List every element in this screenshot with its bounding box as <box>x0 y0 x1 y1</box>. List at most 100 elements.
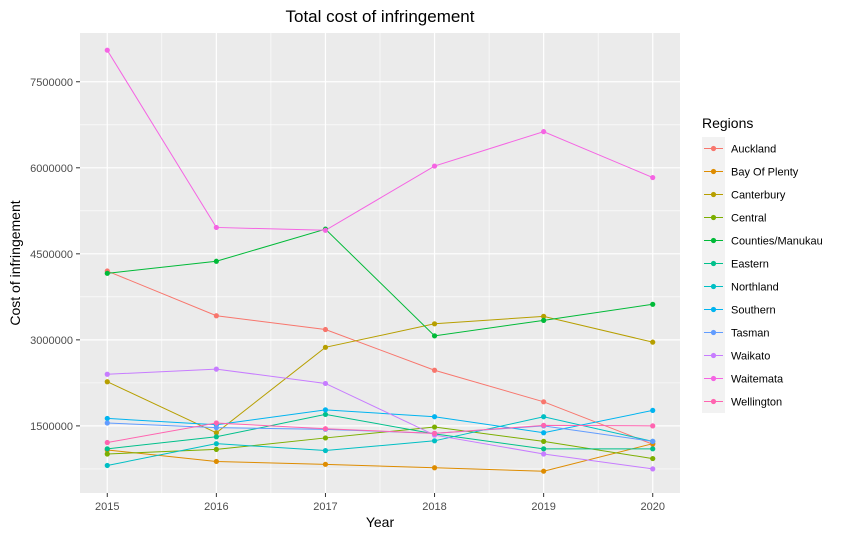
legend-key-point <box>710 260 717 267</box>
legend-key-point <box>710 191 717 198</box>
legend-label: Southern <box>731 305 776 317</box>
legend-item-auckland: Auckland <box>702 137 776 160</box>
data-point-waikato <box>650 466 656 472</box>
x-tick-label: 2016 <box>204 501 228 513</box>
legend-label: Bay Of Plenty <box>731 167 799 179</box>
legend-item-waitemata: Waitemata <box>702 367 784 390</box>
y-tick-label: 4500000 <box>30 249 73 261</box>
x-tick-label: 2017 <box>313 501 337 513</box>
data-point-northland <box>104 462 110 469</box>
series-line-northland <box>107 416 653 466</box>
series-line-bay-of-plenty <box>107 443 653 472</box>
series-line-central <box>107 426 653 460</box>
series-line-counties-manukau <box>107 228 653 337</box>
data-point-wellington <box>322 426 329 432</box>
data-point-wellington <box>541 422 547 428</box>
data-point-canterbury <box>322 344 329 350</box>
legend-item-counties-manukau: Counties/Manukau <box>702 229 823 252</box>
data-point-northland <box>213 441 219 447</box>
legend-item-canterbury: Canterbury <box>702 183 786 206</box>
data-point-waitemata <box>650 174 656 181</box>
legend-key-point <box>710 306 717 313</box>
series-line-southern <box>107 409 653 434</box>
data-point-waitemata <box>541 129 547 135</box>
data-point-southern <box>541 430 547 436</box>
legend-label: Auckland <box>731 144 776 156</box>
data-point-central <box>213 446 219 453</box>
data-point-central <box>650 455 656 462</box>
legend-item-central: Central <box>702 206 766 229</box>
data-point-tasman <box>650 438 656 444</box>
series-points <box>104 47 656 474</box>
legend-label: Waitemata <box>731 374 784 386</box>
legend-label: Northland <box>731 282 779 294</box>
data-point-counties-manukau <box>104 270 110 276</box>
legend-label: Waikato <box>731 351 770 363</box>
x-tick-label: 2020 <box>640 501 664 513</box>
data-point-central <box>431 424 438 430</box>
legend-label: Counties/Manukau <box>731 236 823 248</box>
legend-label: Wellington <box>731 397 782 409</box>
data-point-northland <box>431 438 438 444</box>
x-tick-label: 2018 <box>422 501 446 513</box>
legend: Regions Auckland Bay Of Plenty Canterbury C… <box>702 115 823 413</box>
data-point-wellington <box>431 430 438 436</box>
data-point-canterbury <box>104 379 110 385</box>
data-point-waitemata <box>213 224 219 231</box>
data-point-canterbury <box>213 430 219 436</box>
y-axis-title: Cost of infringement <box>7 200 23 325</box>
legend-key-point <box>710 329 717 336</box>
legend-key-point <box>710 375 717 382</box>
data-point-eastern <box>322 411 329 418</box>
legend-key-point <box>710 283 717 290</box>
data-point-counties-manukau <box>650 301 656 307</box>
data-point-canterbury <box>431 321 438 327</box>
data-point-auckland <box>213 313 219 319</box>
data-point-central <box>541 438 547 444</box>
data-point-counties-manukau <box>213 258 219 264</box>
data-point-canterbury <box>650 339 656 345</box>
x-axis-title: Year <box>366 514 395 530</box>
series-line-waitemata <box>106 49 653 231</box>
data-point-southern <box>104 415 110 422</box>
legend-key-point <box>710 237 717 244</box>
y-tick-label: 3000000 <box>30 335 73 347</box>
legend-label: Central <box>731 213 766 225</box>
data-point-auckland <box>541 399 547 405</box>
data-point-waitemata <box>431 163 438 169</box>
legend-key-point <box>710 352 717 359</box>
data-point-northland <box>322 447 329 454</box>
data-point-wellington <box>104 439 110 446</box>
data-point-counties-manukau <box>431 333 438 339</box>
data-point-canterbury <box>541 313 547 319</box>
x-tick-label: 2019 <box>531 501 555 513</box>
chart-title: Total cost of infringement <box>286 7 475 26</box>
data-point-central <box>104 451 110 457</box>
data-point-waikato <box>104 371 110 377</box>
data-point-eastern <box>541 446 547 452</box>
series-lines <box>106 49 653 472</box>
x-tick-label: 2015 <box>95 501 119 513</box>
y-tick-label: 6000000 <box>30 163 73 175</box>
data-point-southern <box>650 407 656 414</box>
legend-item-tasman: Tasman <box>702 321 770 344</box>
legend-label: Canterbury <box>731 190 786 202</box>
data-point-waikato <box>322 380 329 387</box>
legend-item-northland: Northland <box>702 275 779 298</box>
legend-title: Regions <box>702 115 753 131</box>
legend-item-eastern: Eastern <box>702 252 769 275</box>
data-point-central <box>322 435 329 441</box>
y-tick-label: 7500000 <box>30 77 73 89</box>
legend-item-wellington: Wellington <box>702 390 782 413</box>
data-point-wellington <box>650 423 656 429</box>
legend-label: Eastern <box>731 259 769 271</box>
y-axis: 1500000 3000000 4500000 6000000 7500000 <box>30 77 80 433</box>
series-line-eastern <box>107 413 653 450</box>
data-point-eastern <box>650 446 656 452</box>
data-point-southern <box>322 407 329 413</box>
series-line-canterbury <box>107 315 653 434</box>
series-line-auckland <box>107 270 653 445</box>
data-point-waitemata <box>104 47 110 53</box>
data-point-eastern <box>213 434 219 440</box>
